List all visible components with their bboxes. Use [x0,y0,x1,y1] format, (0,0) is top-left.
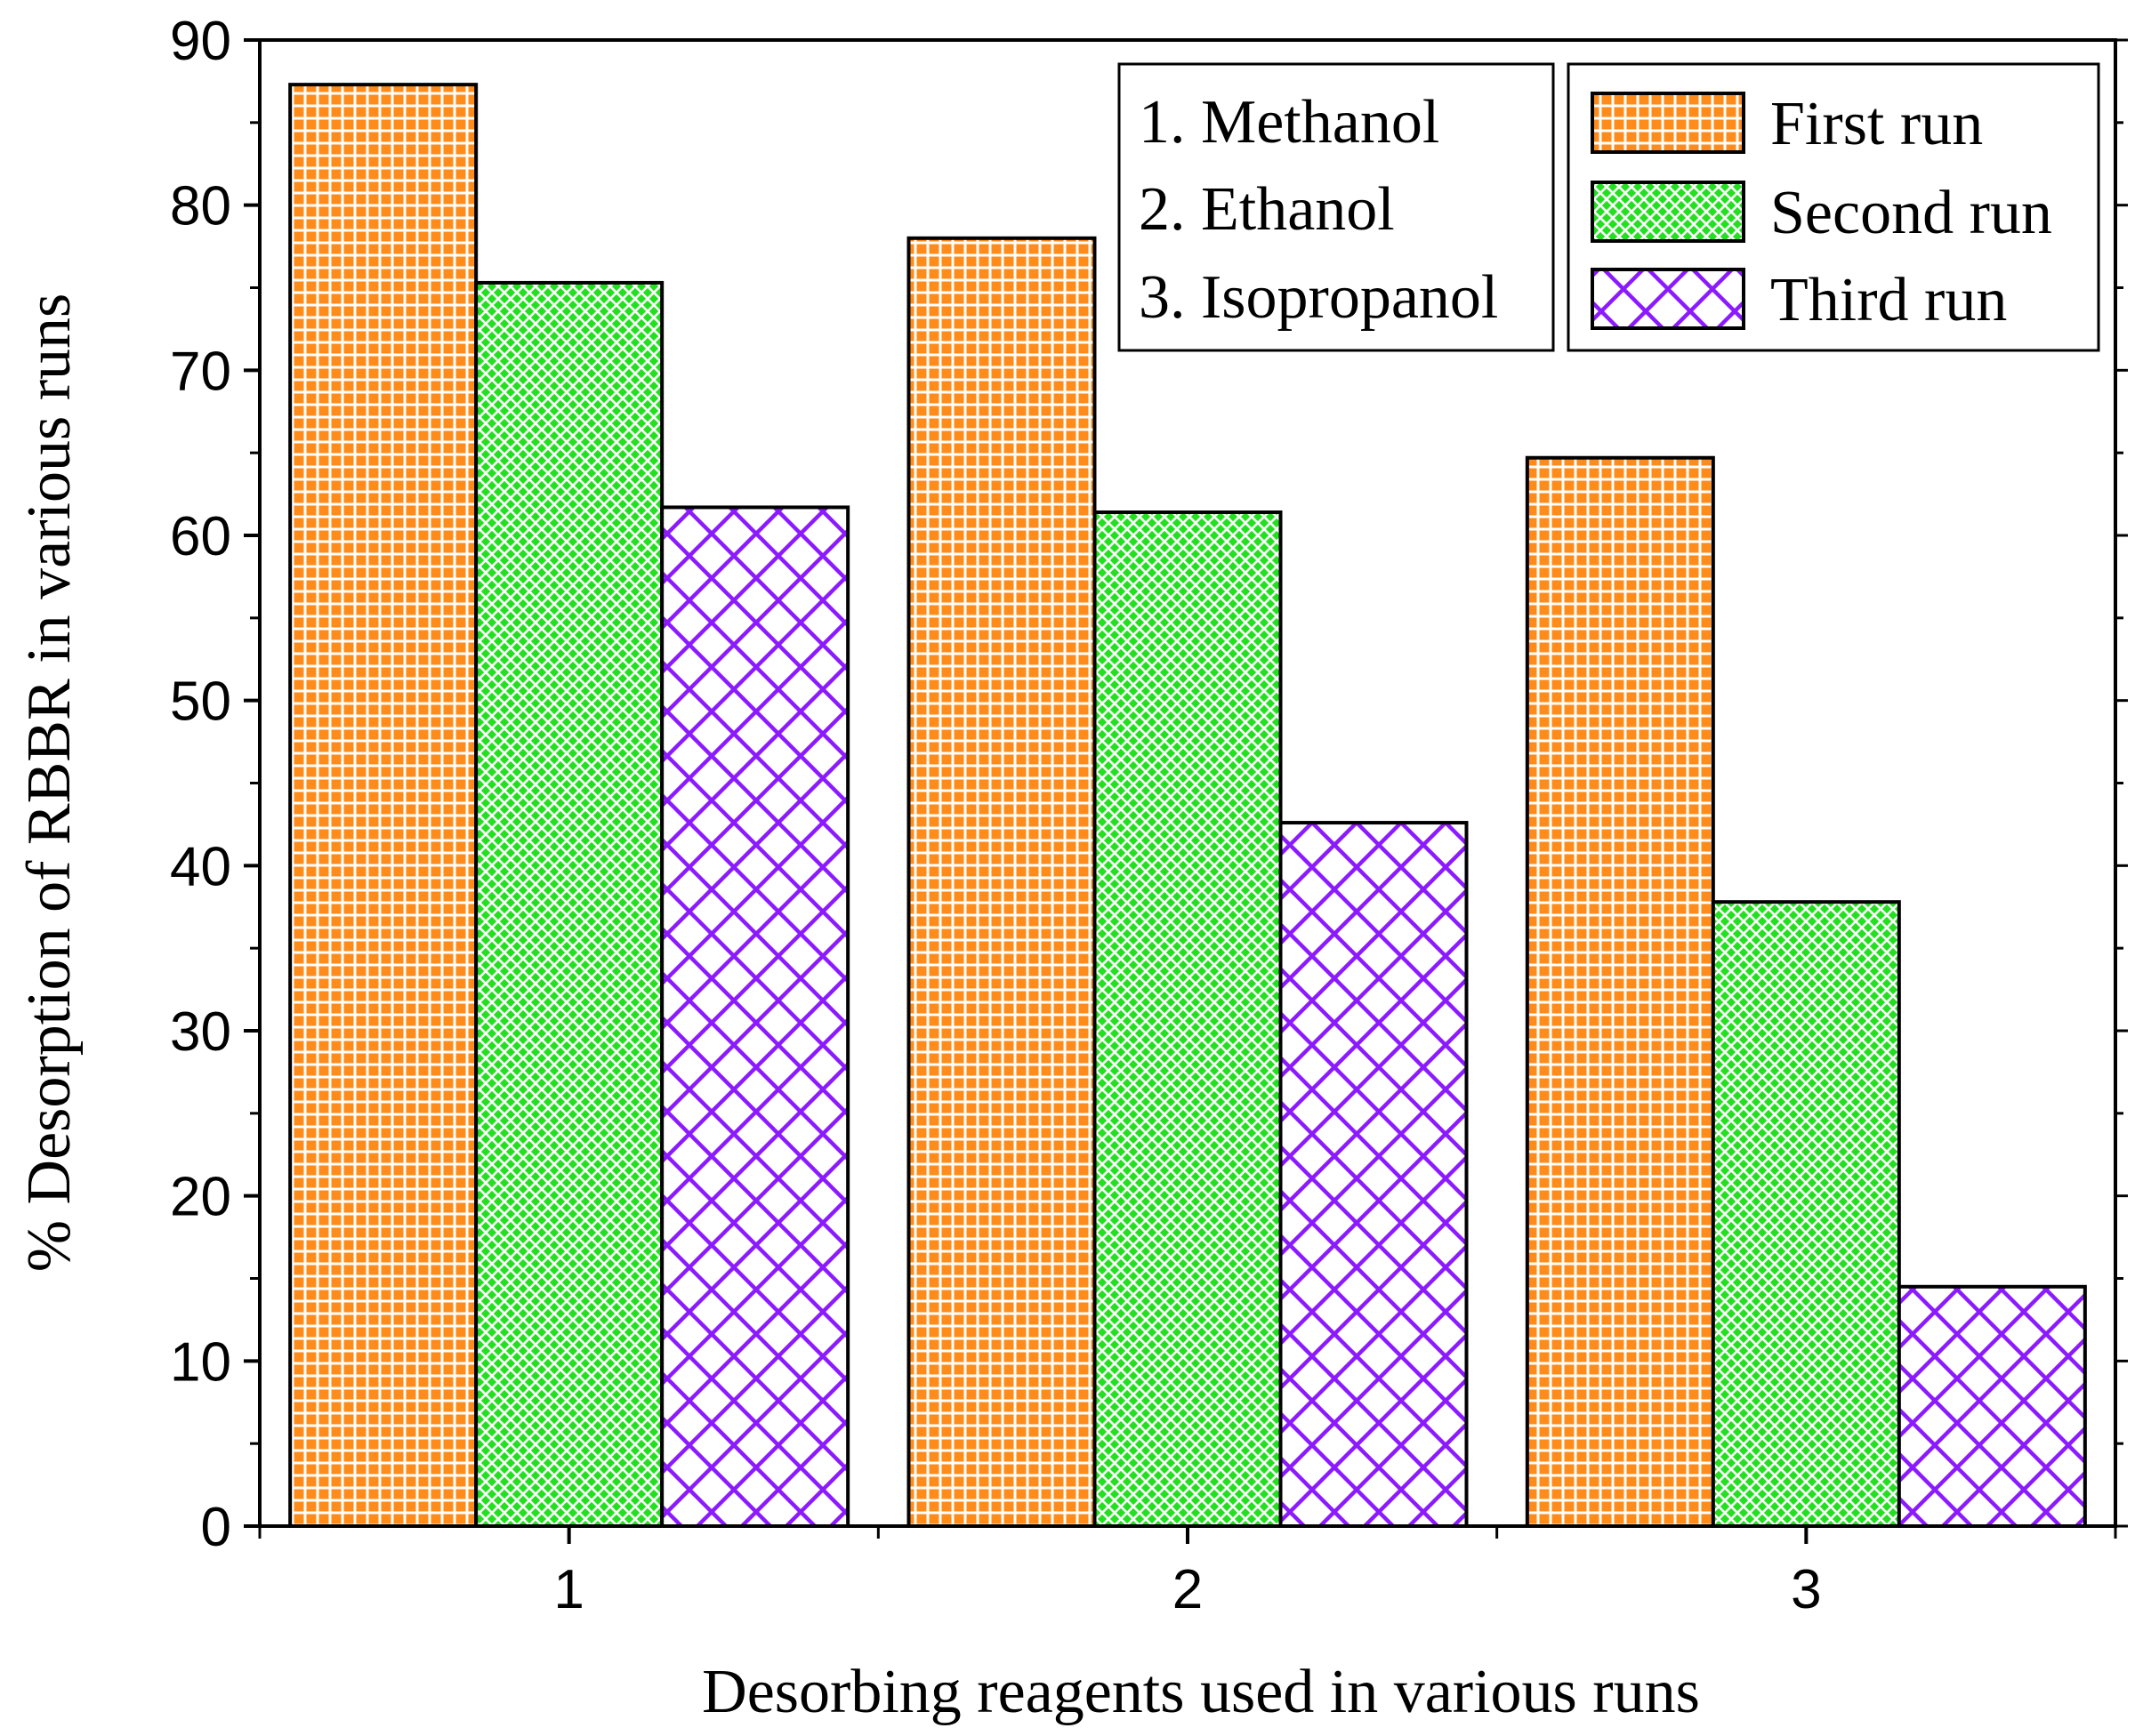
y-axis-title: % Desorption of RBBR in various runs [15,293,84,1273]
y-axis: 0 10 20 30 40 50 60 70 80 90 [170,11,2128,1558]
bar-first-run-reagent-3 [1525,455,1715,1528]
legend-swatch-third-run [1591,268,1745,330]
x-tick-label: 2 [1172,1559,1203,1620]
reagent-key-item-2: 2. Ethanol [1139,175,1395,244]
y-tick-label: 30 [170,1001,231,1063]
bar-third-run-reagent-1 [660,505,850,1528]
x-axis: 1 2 3 [258,1526,2117,1620]
bar-second-run-reagent-3 [1711,900,1901,1528]
legend-label-first-run: First run [1770,90,1983,158]
bar-first-run-reagent-1 [288,83,479,1528]
y-tick-label: 50 [170,671,231,733]
reagent-key-item-3: 3. Isopropanol [1139,263,1498,332]
legend: First run Second run Third run [1567,62,2100,352]
y-tick-label: 60 [170,506,231,567]
bar-third-run-reagent-2 [1278,821,1469,1528]
bar-second-run-reagent-2 [1092,510,1283,1528]
y-tick-label: 70 [170,341,231,402]
legend-label-third-run: Third run [1770,266,2007,334]
bar-second-run-reagent-1 [474,280,665,1528]
reagent-key-box [1117,62,1555,352]
y-tick-label: 80 [170,176,231,237]
legend-label-second-run: Second run [1770,179,2052,247]
y-tick-label: 20 [170,1167,231,1228]
y-tick-label: 0 [201,1497,231,1558]
reagent-key-item-1: 1. Methanol [1139,88,1439,157]
legend-swatch-second-run [1591,181,1745,243]
legend-swatch-first-run [1591,92,1745,154]
plot-area: 0 10 20 30 40 50 60 70 80 90 1 2 3 [170,11,2128,1620]
x-axis-title: Desorbing reagents used in various runs [702,1658,1700,1726]
y-tick-label: 10 [170,1331,231,1393]
y-tick-label: 40 [170,836,231,897]
bar-first-run-reagent-2 [906,236,1097,1528]
reagent-key: 1. Methanol 2. Ethanol 3. Isopropanol [1117,62,1555,352]
x-tick-label: 3 [1791,1559,1821,1620]
x-tick-label: 1 [553,1559,584,1620]
y-tick-label: 90 [170,11,231,72]
bar-third-run-reagent-3 [1897,1284,2087,1528]
